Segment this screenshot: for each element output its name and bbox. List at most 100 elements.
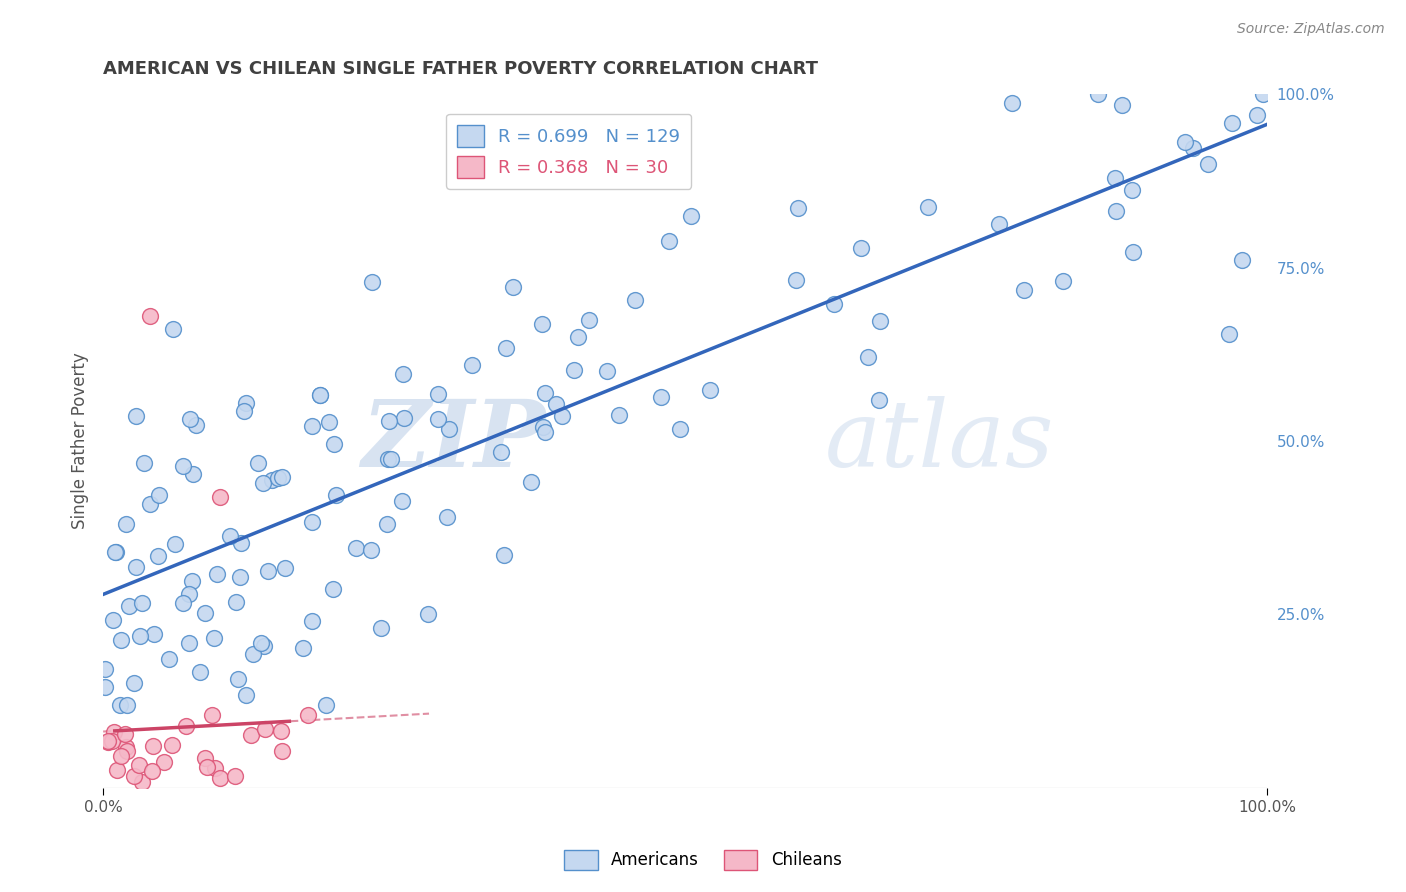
Point — [1246, 108, 1268, 122]
Point — [607, 408, 630, 422]
Point — [1181, 141, 1204, 155]
Point — [219, 529, 242, 543]
Text: Source: ZipAtlas.com: Source: ZipAtlas.com — [1237, 22, 1385, 37]
Point — [868, 393, 890, 408]
Point — [624, 293, 647, 307]
Point — [204, 761, 226, 775]
Point — [489, 444, 512, 458]
Point — [250, 635, 273, 649]
Point — [205, 567, 228, 582]
Point — [162, 322, 184, 336]
Point — [108, 698, 131, 712]
Point — [202, 631, 225, 645]
Point — [267, 471, 290, 485]
Point — [115, 744, 138, 758]
Point — [534, 425, 557, 439]
Point — [360, 543, 382, 558]
Point — [361, 275, 384, 289]
Legend: Americans, Chileans: Americans, Chileans — [558, 843, 848, 877]
Point — [271, 744, 294, 758]
Point — [699, 383, 721, 397]
Point — [1111, 97, 1133, 112]
Point — [1197, 157, 1219, 171]
Point — [232, 404, 254, 418]
Point — [1220, 116, 1243, 130]
Point — [1001, 95, 1024, 110]
Point — [849, 241, 872, 255]
Point — [143, 627, 166, 641]
Point — [194, 751, 217, 765]
Point — [117, 698, 139, 712]
Point — [128, 757, 150, 772]
Point — [1104, 203, 1126, 218]
Point — [544, 397, 567, 411]
Point — [391, 493, 413, 508]
Point — [1052, 274, 1074, 288]
Legend: R = 0.699   N = 129, R = 0.368   N = 30: R = 0.699 N = 129, R = 0.368 N = 30 — [446, 114, 692, 188]
Text: ZIP: ZIP — [361, 396, 546, 486]
Point — [658, 234, 681, 248]
Point — [669, 422, 692, 436]
Point — [1251, 87, 1274, 102]
Point — [531, 317, 554, 331]
Point — [229, 570, 252, 584]
Point — [194, 606, 217, 620]
Point — [650, 390, 672, 404]
Point — [97, 735, 120, 749]
Point — [1174, 135, 1197, 149]
Point — [253, 722, 276, 736]
Point — [94, 681, 117, 695]
Point — [103, 725, 125, 739]
Point — [115, 516, 138, 531]
Point — [436, 510, 458, 524]
Point — [917, 201, 939, 215]
Point — [97, 734, 120, 748]
Point — [392, 367, 415, 381]
Point — [297, 708, 319, 723]
Point — [257, 564, 280, 578]
Point — [1218, 327, 1240, 342]
Point — [172, 459, 194, 474]
Point — [142, 739, 165, 753]
Point — [1087, 87, 1109, 102]
Text: atlas: atlas — [825, 396, 1054, 486]
Point — [322, 582, 344, 597]
Point — [869, 314, 891, 328]
Point — [323, 437, 346, 451]
Point — [567, 330, 589, 344]
Point — [377, 452, 399, 467]
Point — [235, 688, 257, 702]
Point — [103, 613, 125, 627]
Point — [1012, 283, 1035, 297]
Point — [987, 218, 1010, 232]
Point — [426, 386, 449, 401]
Point — [242, 647, 264, 661]
Point — [176, 719, 198, 733]
Point — [262, 473, 284, 487]
Point — [270, 724, 292, 739]
Point — [240, 728, 263, 742]
Point — [122, 769, 145, 783]
Point — [122, 675, 145, 690]
Point — [1230, 252, 1253, 267]
Point — [148, 488, 170, 502]
Point — [118, 599, 141, 613]
Point — [177, 587, 200, 601]
Point — [253, 639, 276, 653]
Point — [114, 740, 136, 755]
Point — [172, 596, 194, 610]
Point — [252, 475, 274, 490]
Point — [197, 760, 219, 774]
Point — [375, 517, 398, 532]
Point — [309, 388, 332, 402]
Point — [564, 363, 586, 377]
Point — [94, 662, 117, 676]
Point — [291, 640, 314, 655]
Point — [494, 548, 516, 562]
Point — [104, 545, 127, 559]
Point — [104, 545, 127, 559]
Point — [315, 698, 337, 712]
Point — [418, 607, 440, 621]
Point — [125, 560, 148, 574]
Point — [110, 633, 132, 648]
